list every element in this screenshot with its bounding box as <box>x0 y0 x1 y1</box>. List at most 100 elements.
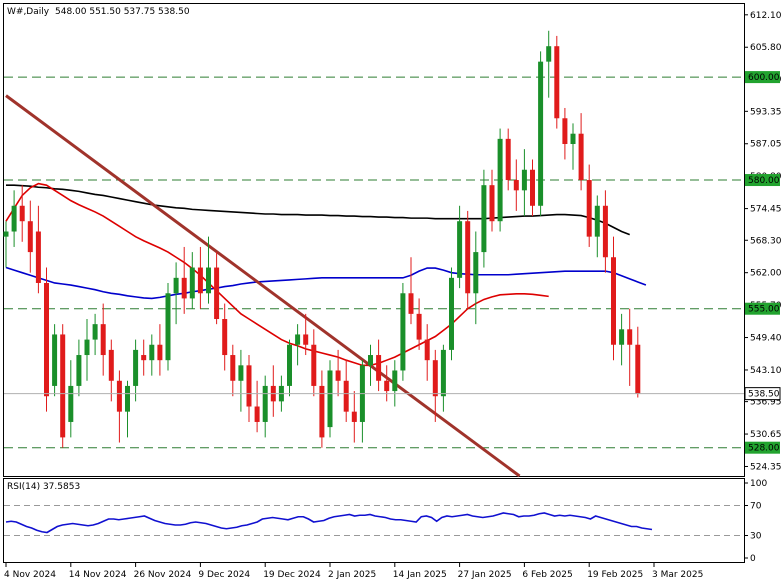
candle <box>562 107 568 160</box>
trendline <box>5 94 521 478</box>
candle <box>133 339 139 402</box>
candle <box>619 313 625 366</box>
candle <box>578 113 584 191</box>
candle <box>627 308 633 386</box>
candle <box>27 200 33 273</box>
price-tick-label: 587.05 <box>750 140 782 150</box>
candle <box>100 303 106 376</box>
price-tick-label: 543.10 <box>750 366 782 376</box>
candle <box>408 257 414 325</box>
date-tick-label: 14 Jan 2025 <box>393 570 447 580</box>
candle <box>505 128 511 191</box>
candle <box>416 298 422 350</box>
rsi-pane-frame <box>3 478 745 563</box>
candle <box>327 360 333 438</box>
candle <box>400 282 406 381</box>
candle <box>554 35 560 129</box>
trendline-line <box>5 94 521 478</box>
candle <box>473 231 479 325</box>
svg-text:600.00: 600.00 <box>748 73 780 83</box>
date-tick-label: 9 Dec 2024 <box>198 570 250 580</box>
candle <box>440 344 446 412</box>
candle <box>384 365 390 402</box>
candle <box>222 303 228 371</box>
price-pane-frame <box>3 3 745 477</box>
price-tick-label: 568.30 <box>750 236 782 246</box>
candle <box>457 205 463 289</box>
candle <box>635 326 641 398</box>
candle <box>295 324 301 366</box>
date-tick-label: 27 Jan 2025 <box>458 570 512 580</box>
date-tick-label: 3 Mar 2025 <box>652 570 703 580</box>
rsi-levels <box>4 505 744 536</box>
level-label-3: 528.00 <box>745 441 780 454</box>
candle <box>262 375 268 438</box>
candle <box>149 334 155 376</box>
candle <box>602 190 608 273</box>
rsi-series <box>5 512 653 534</box>
candle <box>449 267 454 361</box>
rsi-line <box>5 512 653 534</box>
rsi-tick-label: 30 <box>750 532 762 542</box>
price-tick-label: 574.45 <box>750 205 782 215</box>
candle <box>311 329 317 397</box>
candle <box>108 339 114 402</box>
candle <box>3 221 9 268</box>
svg-text:538.50: 538.50 <box>748 390 780 400</box>
rsi-label: RSI(14) 37.5853 <box>7 482 80 492</box>
date-tick-label: 6 Feb 2025 <box>522 570 572 580</box>
candle <box>19 185 25 242</box>
candle <box>206 236 211 304</box>
candle <box>287 339 292 397</box>
candle <box>141 339 147 376</box>
candle <box>521 149 527 217</box>
date-axis: 4 Nov 2024 14 Nov 2024 26 Nov 2024 9 Dec 20… <box>4 562 703 580</box>
candle <box>238 349 244 412</box>
price-tick-label: 549.40 <box>750 334 782 344</box>
price-tick-label: 593.35 <box>750 107 782 117</box>
candle <box>35 205 41 294</box>
price-tick-label: 524.35 <box>750 462 782 472</box>
candle <box>424 324 430 381</box>
date-tick-label: 19 Feb 2025 <box>587 570 643 580</box>
candle <box>513 159 519 211</box>
svg-text:528.00: 528.00 <box>748 444 780 454</box>
candle <box>254 380 260 433</box>
candle <box>392 360 398 407</box>
candle <box>465 210 471 309</box>
candle <box>594 195 600 258</box>
candle <box>497 128 503 232</box>
candle <box>84 319 90 381</box>
candle <box>181 246 187 314</box>
rsi-tick-label: 100 <box>750 479 767 489</box>
date-tick-label: 4 Nov 2024 <box>4 570 56 580</box>
candle <box>214 252 220 325</box>
candle <box>376 339 382 392</box>
support-resistance-levels <box>4 76 744 449</box>
date-tick-label: 19 Dec 2024 <box>263 570 321 580</box>
candle <box>546 30 552 98</box>
rsi-axis: 100 70 30 0 <box>744 479 767 564</box>
chart-ohlc: 548.00 551.50 537.75 538.50 <box>55 7 190 17</box>
level-label-2: 555.00 <box>745 302 780 315</box>
candle <box>319 370 325 448</box>
last-price-label: 538.50 <box>744 387 781 401</box>
moving-average-lines <box>5 182 647 367</box>
price-tick-label: 605.80 <box>750 43 782 53</box>
candle <box>570 123 576 170</box>
candle <box>586 164 592 247</box>
candle <box>173 262 179 325</box>
chart-symbol: W#,Daily <box>7 7 50 17</box>
level-label-1: 580.00 <box>745 174 780 187</box>
level-label-0: 600.00 <box>745 71 780 84</box>
candle <box>230 344 236 397</box>
price-tick-label: 530.65 <box>750 430 782 440</box>
candle <box>197 246 203 309</box>
candle <box>432 349 438 422</box>
price-axis: 612.10605.80599.60593.35587.05580.80574.… <box>744 11 782 472</box>
candle <box>335 349 341 397</box>
price-tick-label: 612.10 <box>750 11 782 21</box>
candle <box>481 169 487 268</box>
price-tick-label: 562.00 <box>750 269 782 279</box>
